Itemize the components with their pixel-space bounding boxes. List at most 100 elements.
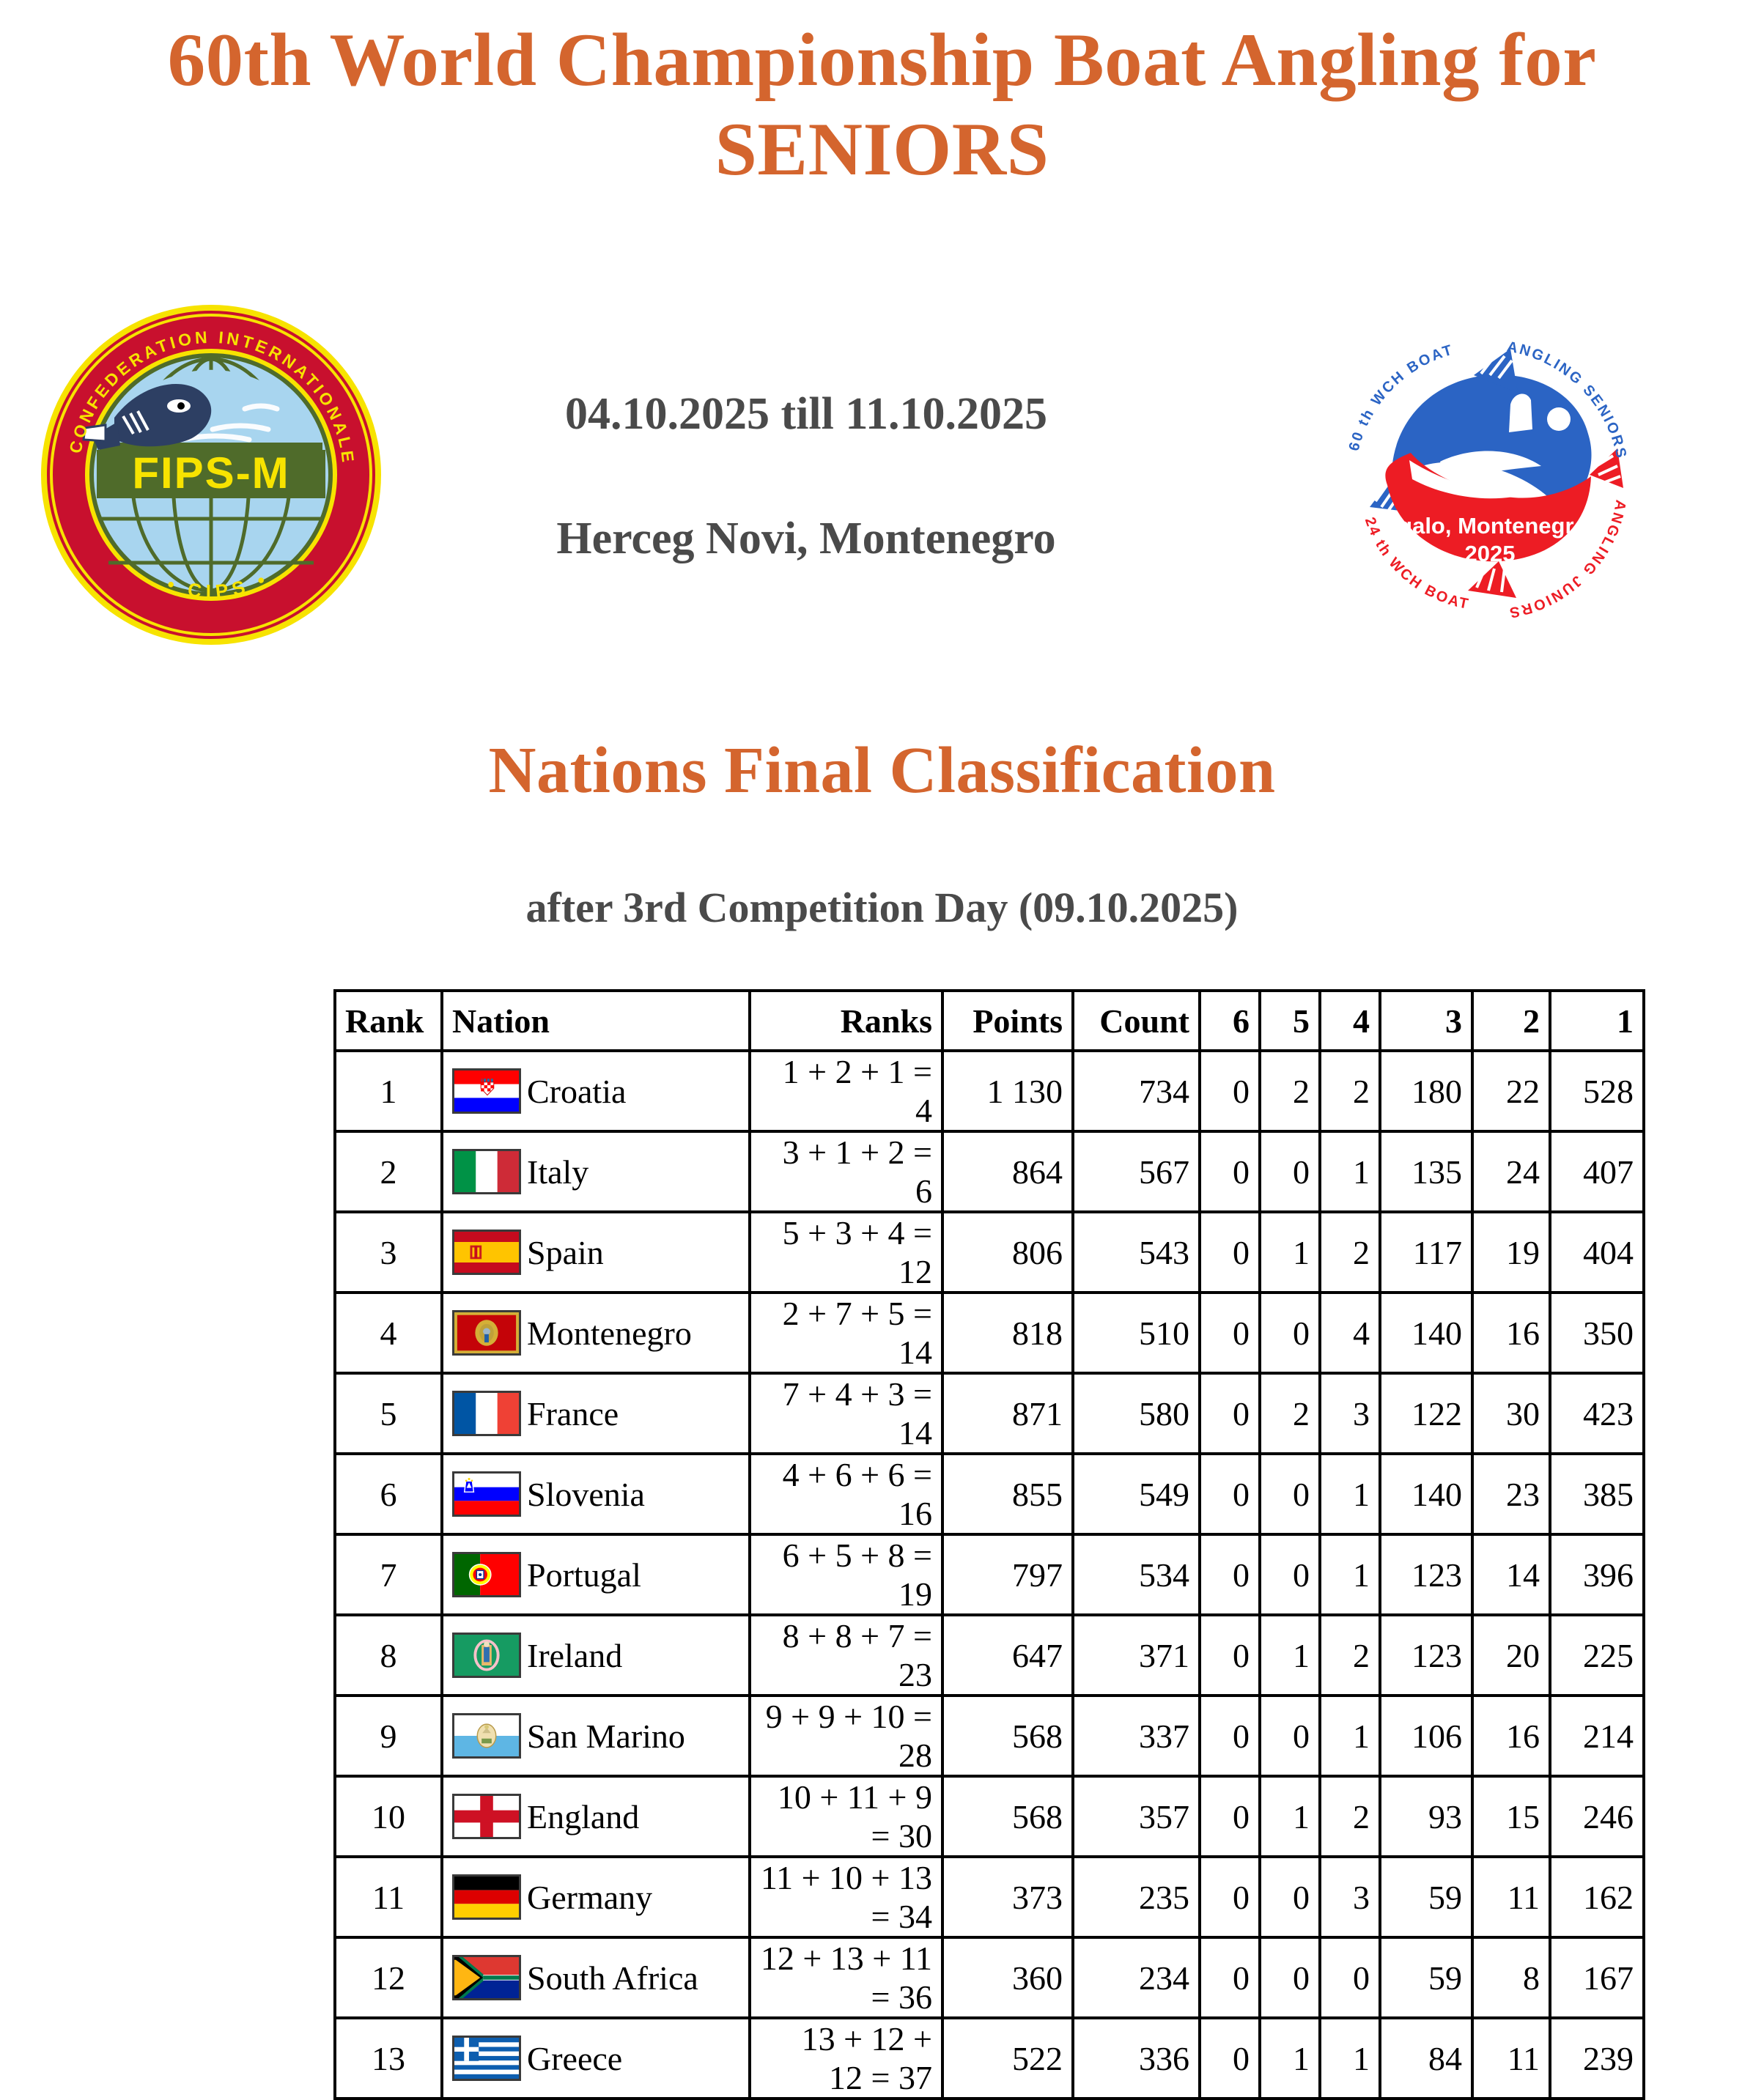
cell-3: 135 [1379, 1130, 1474, 1213]
nation-label: Greece [527, 2039, 623, 2077]
cell-1: 407 [1549, 1130, 1645, 1213]
col-header-2: 2 [1471, 989, 1551, 1052]
cell-4: 1 [1318, 1533, 1381, 1616]
table-header-row: Rank Nation Ranks Points Count 6 5 4 3 2… [333, 989, 1645, 1052]
table-header: Rank Nation Ranks Points Count 6 5 4 3 2… [333, 989, 1645, 1052]
col-header-nation: Nation [440, 989, 751, 1052]
cell-5: 1 [1258, 2016, 1321, 2100]
cell-nation: Spain [440, 1210, 751, 1294]
cell-3: 106 [1379, 1694, 1474, 1778]
cell-4: 1 [1318, 2016, 1381, 2100]
cell-4: 1 [1318, 1452, 1381, 1536]
cell-6: 0 [1198, 1613, 1261, 1697]
col-header-1: 1 [1549, 989, 1645, 1052]
cell-4: 2 [1318, 1775, 1381, 1858]
cell-rank: 1 [333, 1049, 443, 1133]
nation-label: Italy [527, 1153, 589, 1191]
flag-icon-es [452, 1230, 521, 1275]
cell-rank: 5 [333, 1372, 443, 1455]
table-row: 12 South Africa 12 + 13 + 11 = 36 360 234 0 0… [333, 1936, 1645, 2019]
cell-count: 734 [1071, 1049, 1201, 1133]
cell-5: 1 [1258, 1613, 1321, 1697]
table-row: 11 Germany 11 + 10 + 13 = 34 373 235 0 0 3 59 11… [333, 1855, 1645, 1939]
table-row: 9 San Marino 9 + 9 + 10 = 28 568 337 0 0 1 106 1… [333, 1694, 1645, 1778]
fipsm-logo: FIPS-M CONFEDERATION INTERNATIONALE DE L… [35, 299, 387, 651]
cell-points: 855 [941, 1452, 1074, 1536]
flag-icon-de [452, 1874, 521, 1920]
cell-nation: England [440, 1775, 751, 1858]
cell-4: 1 [1318, 1694, 1381, 1778]
col-header-6: 6 [1198, 989, 1261, 1052]
svg-text:FIPS-M: FIPS-M [132, 448, 289, 498]
cell-rank: 12 [333, 1936, 443, 2019]
cell-3: 140 [1379, 1452, 1474, 1536]
nation-label: Germany [527, 1878, 653, 1916]
event-location: Herceg Novi, Montenegro [556, 514, 1056, 563]
col-header-5: 5 [1258, 989, 1321, 1052]
cell-ranks: 8 + 8 + 7 = 23 [748, 1613, 944, 1697]
nation-label: Montenegro [527, 1314, 692, 1352]
cell-count: 534 [1071, 1533, 1201, 1616]
results-table-container: Rank Nation Ranks Points Count 6 5 4 3 2… [333, 989, 1645, 2100]
cell-4: 2 [1318, 1210, 1381, 1294]
cell-nation: Croatia [440, 1049, 751, 1133]
cell-points: 864 [941, 1130, 1074, 1213]
col-header-rank: Rank [333, 989, 443, 1052]
cell-rank: 4 [333, 1291, 443, 1375]
table-row: 6 Slovenia 4 + 6 + 6 = 16 855 549 0 0 1 140 23 38… [333, 1452, 1645, 1536]
cell-2: 16 [1471, 1291, 1551, 1375]
cell-ranks: 7 + 4 + 3 = 14 [748, 1372, 944, 1455]
cell-2: 15 [1471, 1775, 1551, 1858]
nation-label: Portugal [527, 1556, 641, 1594]
cell-3: 59 [1379, 1936, 1474, 2019]
table-row: 10 England 10 + 11 + 9 = 30 568 357 0 1 2 93 15 2… [333, 1775, 1645, 1858]
section-subtitle: after 3rd Competition Day (09.10.2025) [525, 884, 1239, 931]
cell-2: 23 [1471, 1452, 1551, 1536]
page-title: 60th World Championship Boat Angling for… [0, 16, 1764, 194]
flag-icon-za [452, 1955, 521, 2000]
flag-icon-pt [452, 1552, 521, 1597]
col-header-4: 4 [1318, 989, 1381, 1052]
cell-count: 336 [1071, 2016, 1201, 2100]
cell-points: 818 [941, 1291, 1074, 1375]
cell-2: 24 [1471, 1130, 1551, 1213]
cell-ranks: 12 + 13 + 11 = 36 [748, 1936, 944, 2019]
cell-5: 0 [1258, 1936, 1321, 2019]
cell-2: 11 [1471, 1855, 1551, 1939]
red-fish-icon [1385, 448, 1623, 598]
cell-count: 543 [1071, 1210, 1201, 1294]
cell-4: 0 [1318, 1936, 1381, 2019]
cell-points: 797 [941, 1533, 1074, 1616]
cell-2: 16 [1471, 1694, 1551, 1778]
cell-1: 350 [1549, 1291, 1645, 1375]
cell-count: 337 [1071, 1694, 1201, 1778]
cell-count: 357 [1071, 1775, 1201, 1858]
cell-2: 22 [1471, 1049, 1551, 1133]
cell-5: 1 [1258, 1775, 1321, 1858]
cell-2: 8 [1471, 1936, 1551, 2019]
cell-3: 117 [1379, 1210, 1474, 1294]
cell-4: 3 [1318, 1372, 1381, 1455]
cell-3: 93 [1379, 1775, 1474, 1858]
cell-1: 396 [1549, 1533, 1645, 1616]
cell-5: 0 [1258, 1291, 1321, 1375]
nation-label: Spain [527, 1233, 604, 1271]
cell-ranks: 2 + 7 + 5 = 14 [748, 1291, 944, 1375]
section-title: Nations Final Classification [488, 734, 1276, 807]
cell-count: 234 [1071, 1936, 1201, 2019]
cell-6: 0 [1198, 1452, 1261, 1536]
cell-ranks: 1 + 2 + 1 = 4 [748, 1049, 944, 1133]
cell-nation: Slovenia [440, 1452, 751, 1536]
cell-1: 385 [1549, 1452, 1645, 1536]
cell-rank: 11 [333, 1855, 443, 1939]
cell-points: 522 [941, 2016, 1074, 2100]
cell-1: 162 [1549, 1855, 1645, 1939]
cell-ranks: 11 + 10 + 13 = 34 [748, 1855, 944, 1939]
cell-rank: 13 [333, 2016, 443, 2100]
cell-2: 11 [1471, 2016, 1551, 2100]
cell-nation: Greece [440, 2016, 751, 2100]
nation-label: Ireland [527, 1636, 623, 1674]
cell-points: 568 [941, 1775, 1074, 1858]
cell-points: 568 [941, 1694, 1074, 1778]
cell-ranks: 5 + 3 + 4 = 12 [748, 1210, 944, 1294]
